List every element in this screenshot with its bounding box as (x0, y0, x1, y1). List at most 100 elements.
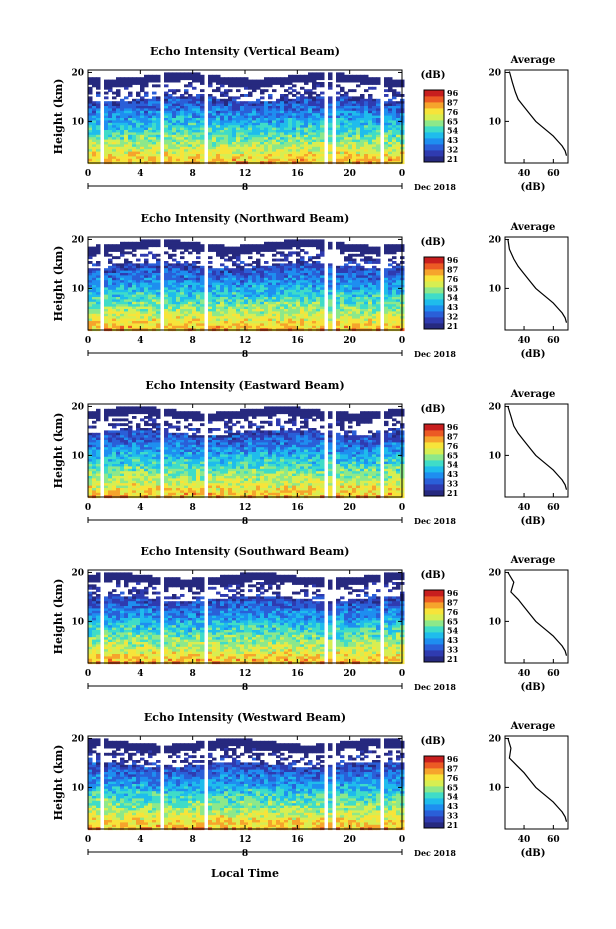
heatmap-cell (220, 306, 225, 310)
heatmap-cell (156, 144, 161, 148)
heatmap-cell (116, 263, 121, 267)
heatmap-cell (272, 285, 277, 288)
heatmap-cell (172, 108, 177, 112)
heatmap-cell (220, 287, 225, 291)
heatmap-cell (220, 282, 225, 286)
heatmap-cell (292, 263, 297, 267)
heatmap-cell (288, 263, 293, 267)
heatmap-cell (188, 77, 193, 81)
x-tick-label: 12 (239, 336, 252, 346)
heatmap-cell (304, 103, 309, 107)
heatmap-cell (136, 110, 141, 114)
heatmap-cell (312, 127, 317, 131)
heatmap-cell (116, 154, 121, 157)
heatmap-cell (344, 101, 349, 105)
heatmap-cells (88, 406, 405, 499)
heatmap-cell (248, 79, 253, 83)
colorbar-tick-label: 54 (447, 126, 459, 136)
heatmap-cell (356, 263, 361, 267)
heatmap-cell (176, 304, 181, 308)
heatmap-cell (104, 82, 109, 85)
heatmap-cell (372, 142, 377, 145)
heatmap-cell (152, 318, 157, 322)
heatmap-cell (236, 142, 241, 145)
heatmap-cell (384, 251, 389, 255)
heatmap-cell (104, 285, 109, 288)
heatmap-cell (384, 125, 389, 129)
heatmap-cell (284, 132, 289, 136)
heatmap-cell (120, 156, 125, 160)
heatmap-cell (384, 306, 389, 310)
heatmap-cell (300, 304, 305, 308)
heatmap-cell (156, 299, 161, 303)
heatmap-cell (140, 86, 145, 90)
colorbar-segment (424, 150, 444, 157)
heatmap-cell (136, 149, 141, 153)
heatmap-cell (180, 311, 185, 315)
heatmap-cell (176, 146, 181, 150)
heatmap-cell (128, 158, 133, 162)
heatmap-cell (376, 318, 381, 322)
heatmap-cell (164, 156, 169, 160)
heatmap-cell (200, 156, 205, 160)
heatmap-cell (372, 321, 377, 324)
heatmap-cell (264, 130, 269, 133)
heatmap-cell (364, 122, 369, 126)
heatmap-cell (96, 137, 101, 141)
heatmap-cell (280, 301, 285, 305)
heatmap-cell (92, 442, 97, 446)
heatmap-cell (360, 144, 365, 148)
heatmap-cell (220, 244, 225, 248)
heatmap-cell (216, 246, 221, 250)
heatmap-cell (220, 120, 225, 124)
heatmap-cell (340, 297, 345, 300)
heatmap-cell (184, 321, 189, 324)
heatmap-cell (268, 120, 273, 124)
heatmap-cell (264, 79, 269, 83)
heatmap-cell (220, 294, 225, 298)
heatmap-cell (140, 122, 145, 126)
heatmap-cell (176, 79, 181, 83)
heatmap-cell (392, 144, 397, 148)
heatmap-cell (312, 125, 317, 129)
heatmap-cell (268, 122, 273, 126)
heatmap-cell (140, 253, 145, 257)
heatmap-cell (88, 91, 93, 95)
heatmap-cell (96, 306, 101, 310)
heatmap-cell (124, 280, 129, 284)
heatmap-cell (288, 74, 293, 78)
heatmap-cell (112, 316, 117, 320)
heatmap-cell (280, 263, 285, 267)
heatmap-cell (116, 277, 121, 281)
heatmap-cell (104, 122, 109, 126)
heatmap-cell (252, 158, 257, 162)
heatmap-cell (392, 156, 397, 160)
heatmap-cell (352, 77, 357, 81)
heatmap-cell (352, 106, 357, 109)
heatmap-cell (124, 306, 129, 310)
heatmap-cell (192, 144, 197, 148)
heatmap-cell (96, 249, 101, 252)
heatmap-cell (396, 108, 401, 112)
heatmap-cell (104, 91, 109, 95)
heatmap-cell (244, 103, 249, 107)
heatmap-cell (316, 270, 321, 274)
heatmap-cell (276, 285, 281, 288)
heatmap-cell (396, 82, 401, 85)
heatmap-cell (168, 137, 173, 141)
heatmap-cell (344, 127, 349, 131)
heatmap-cell (104, 139, 109, 143)
heatmap-cell (132, 130, 137, 133)
heatmap-cell (220, 304, 225, 308)
heatmap-cell (104, 297, 109, 300)
heatmap-cell (396, 130, 401, 133)
heatmap-cell (244, 151, 249, 155)
heatmap-cell (104, 282, 109, 286)
heatmap-cell (148, 304, 153, 308)
heatmap-cell (312, 79, 317, 83)
heatmap-cell (232, 246, 237, 250)
heatmap-cell (268, 309, 273, 312)
heatmap-cell (316, 122, 321, 126)
heatmap-cell (308, 137, 313, 141)
heatmap-cell (216, 253, 221, 257)
